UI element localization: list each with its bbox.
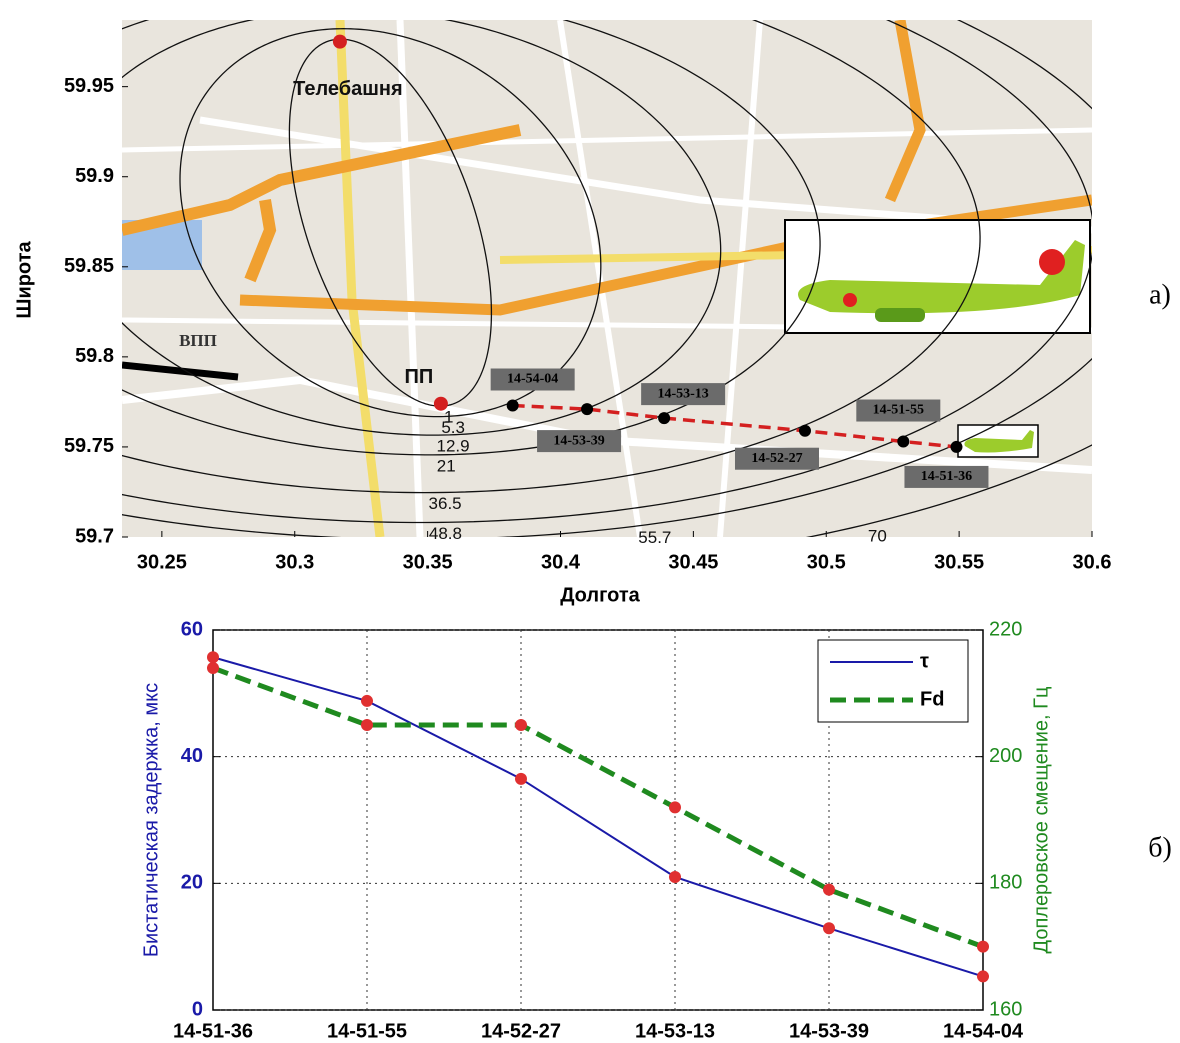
plane-inset xyxy=(785,220,1090,333)
x-tick-label: 30.35 xyxy=(403,551,453,573)
contour-label: 70 xyxy=(868,526,887,545)
legend xyxy=(818,640,968,722)
x-tick-label: 14-52-27 xyxy=(481,1020,561,1042)
panel-label: б) xyxy=(1148,832,1172,863)
x-tick-label: 30.6 xyxy=(1073,551,1112,573)
x-tick-label: 30.4 xyxy=(541,551,581,573)
x-tick-label: 30.5 xyxy=(807,551,846,573)
marker xyxy=(823,884,835,896)
marker xyxy=(669,801,681,813)
y2-tick-label: 220 xyxy=(989,618,1022,640)
x-tick-label: 14-51-36 xyxy=(173,1020,253,1042)
track-point xyxy=(799,425,811,437)
track-point xyxy=(581,403,593,415)
time-label: 14-51-55 xyxy=(873,403,924,418)
landmark-label: ПП xyxy=(405,366,434,388)
x-tick-label: 30.25 xyxy=(137,551,187,573)
time-label: 14-53-13 xyxy=(657,386,708,401)
x-tick-label: 30.3 xyxy=(275,551,314,573)
legend-label: Fd xyxy=(920,688,944,710)
y-axis-label: Бистатическая задержка, мкс xyxy=(140,683,162,957)
contour-label: 48.8 xyxy=(429,524,462,543)
plane-icon xyxy=(958,425,1038,457)
y2-tick-label: 160 xyxy=(989,998,1022,1020)
x-tick-label: 14-54-04 xyxy=(943,1020,1024,1042)
landmark-point xyxy=(333,35,347,49)
y-tick-label: 59.95 xyxy=(64,75,114,97)
marker xyxy=(361,695,373,707)
marker xyxy=(207,651,219,663)
y-tick-label: 59.75 xyxy=(64,435,114,457)
panel-label: а) xyxy=(1149,279,1171,310)
time-label: 14-54-04 xyxy=(507,372,558,387)
y-tick-label: 59.7 xyxy=(75,525,114,547)
time-label: 14-52-27 xyxy=(751,451,802,466)
annotation: ВПП xyxy=(179,331,217,350)
y-tick-label: 0 xyxy=(192,998,203,1020)
x-axis-label: Долгота xyxy=(560,584,640,606)
y2-axis-label: Доплеровское смещение, Гц xyxy=(1030,687,1052,954)
y-tick-label: 60 xyxy=(181,618,203,640)
contour-label: 55.7 xyxy=(638,528,671,547)
marker xyxy=(823,922,835,934)
track-point xyxy=(507,399,519,411)
marker xyxy=(977,970,989,982)
x-tick-label: 30.45 xyxy=(668,551,718,573)
contour-label: 36.5 xyxy=(429,494,462,513)
marker xyxy=(515,719,527,731)
y-axis-label: Широта xyxy=(13,241,35,319)
track-point xyxy=(897,436,909,448)
landmark-label: Телебашня xyxy=(293,78,403,100)
marker xyxy=(515,773,527,785)
track-point xyxy=(658,412,670,424)
landmark-point xyxy=(434,397,448,411)
marker xyxy=(977,941,989,953)
marker xyxy=(669,871,681,883)
time-label: 14-53-39 xyxy=(553,433,604,448)
x-tick-label: 14-53-13 xyxy=(635,1020,715,1042)
x-tick-label: 30.55 xyxy=(934,551,984,573)
y2-tick-label: 180 xyxy=(989,872,1022,894)
y-tick-label: 40 xyxy=(181,745,203,767)
y-tick-label: 20 xyxy=(181,872,203,894)
marker xyxy=(207,662,219,674)
y-tick-label: 59.9 xyxy=(75,165,114,187)
track-point xyxy=(950,441,962,453)
x-tick-label: 14-51-55 xyxy=(327,1020,407,1042)
contour-label: 5.3 xyxy=(441,418,465,437)
figure: а) б) Долгота Широта ВПП 30.25 30.3 30.35 3… xyxy=(0,0,1180,1043)
y2-tick-label: 200 xyxy=(989,745,1022,767)
y-tick-label: 59.85 xyxy=(64,255,114,277)
contour-label: 21 xyxy=(437,456,456,475)
marker xyxy=(361,719,373,731)
contour-label: 12.9 xyxy=(437,437,470,456)
time-label: 14-51-36 xyxy=(921,469,972,484)
legend-label: τ xyxy=(920,650,929,672)
x-tick-label: 14-53-39 xyxy=(789,1020,869,1042)
y-tick-label: 59.8 xyxy=(75,345,114,367)
